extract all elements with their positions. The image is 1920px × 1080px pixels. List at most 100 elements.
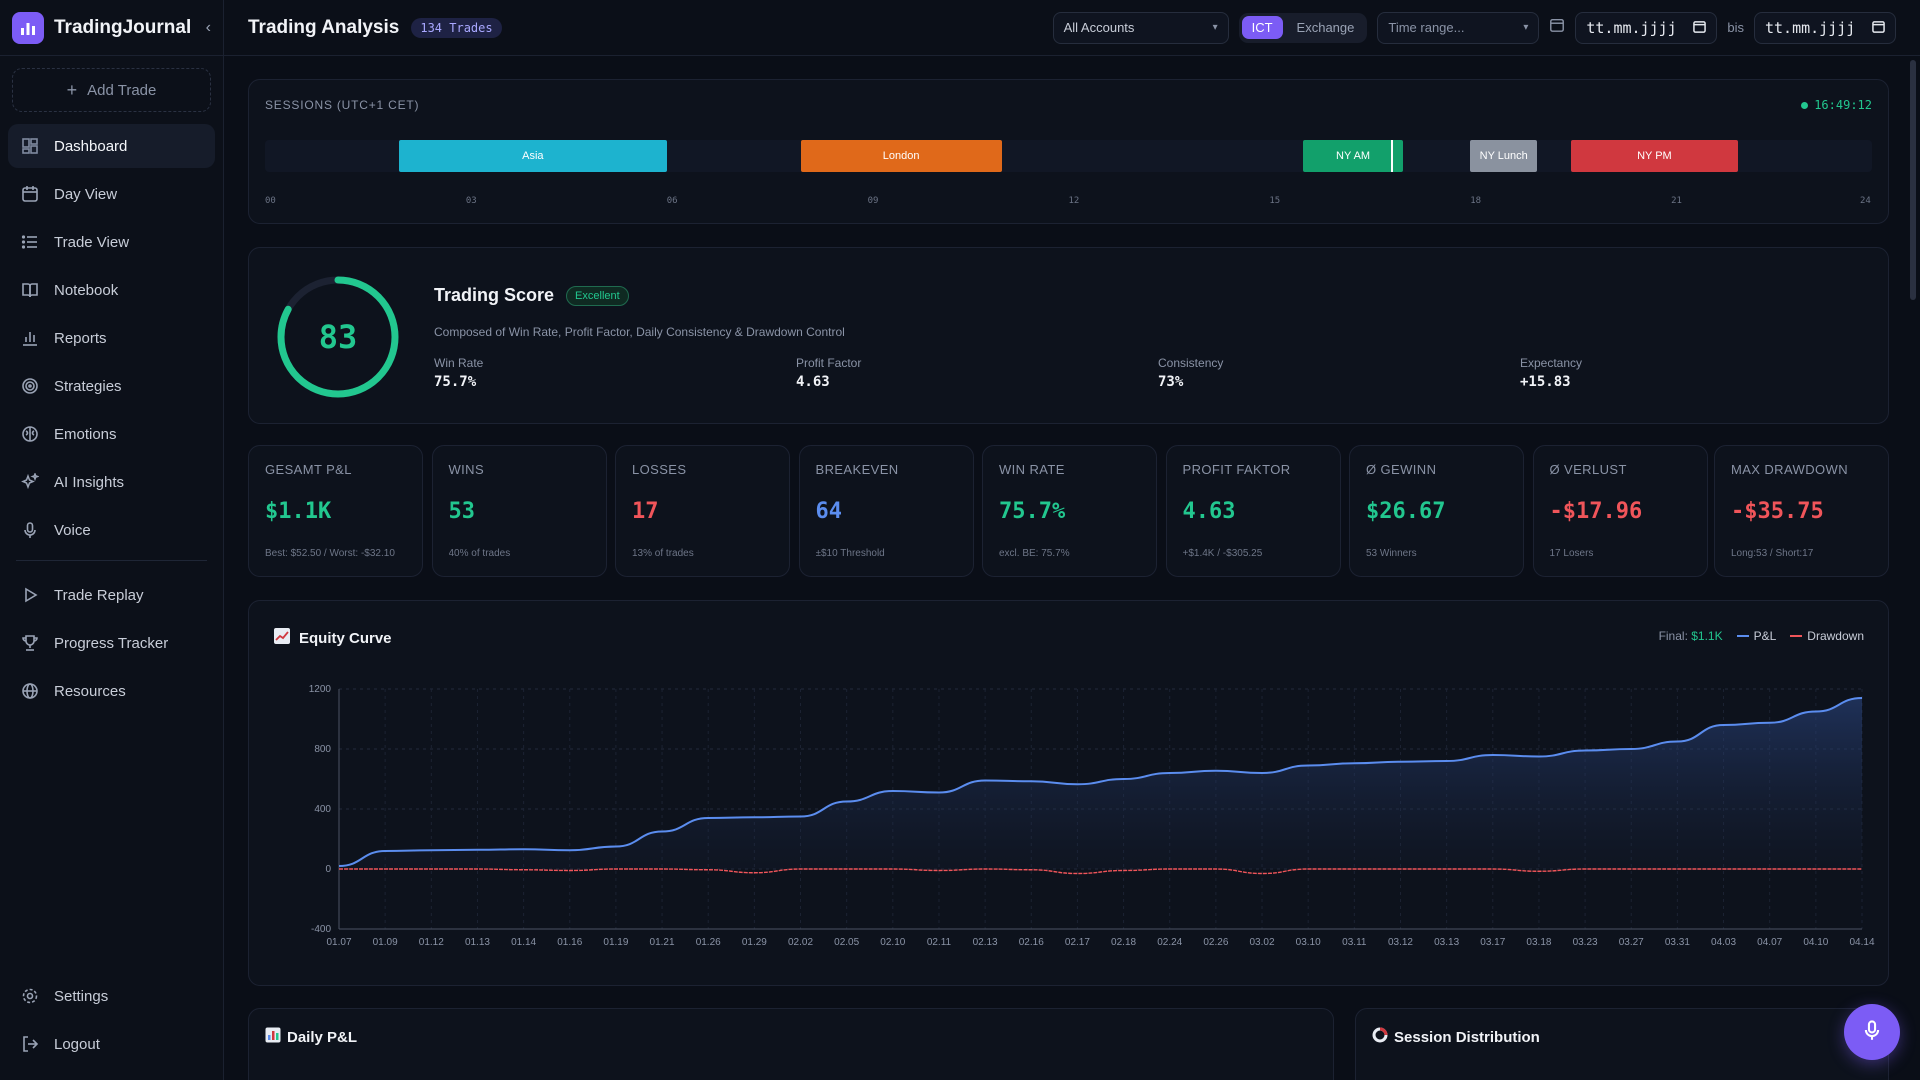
kpi-value: 53 [448,499,476,524]
add-trade-button[interactable]: + Add Trade [12,68,211,112]
sidebar-item-trade-replay[interactable]: Trade Replay [8,573,215,617]
kpi-label: BREAKEVEN [815,462,899,477]
voice-assistant-button[interactable] [1844,1004,1900,1060]
equity-heading: Equity Curve [273,627,392,649]
brand-name: TradingJournal [54,16,192,38]
sparkles-icon [20,472,40,492]
sidebar-item-label: Dashboard [54,137,128,155]
sidebar-item-notebook[interactable]: Notebook [8,268,215,312]
legend-swatch [1736,635,1749,637]
metric-value: +15.83 [1520,374,1571,390]
sidebar-item-reports[interactable]: Reports [8,316,215,360]
score-metric-profit-factor: Profit Factor 4.63 [796,356,861,390]
mic-icon [1861,1019,1883,1046]
sidebar-item-trade-view[interactable]: Trade View [8,220,215,264]
y-tick-label: 0 [325,864,331,875]
x-tick-label: 01.16 [557,937,582,948]
x-tick-label: 03.02 [1250,937,1275,948]
sidebar-item-dashboard[interactable]: Dashboard [8,124,215,168]
hour-tick-label: 06 [666,196,678,206]
sidebar-item-emotions[interactable]: Emotions [8,412,215,456]
kpi-value: $1.1K [265,499,332,524]
hour-tick-label: 21 [1671,196,1682,206]
legend-pl[interactable]: P&L [1736,629,1776,643]
date-to-input[interactable]: tt.mm.jjjj [1754,11,1896,44]
kpi-card-total-pl: GESAMT P&L $1.1K Best: $52.50 / Worst: -… [248,445,423,577]
kpi-label: WINS [448,462,485,477]
trophy-icon [20,633,40,653]
dashboard-icon [20,136,40,156]
calendar-icon [20,184,40,204]
date-from-input[interactable]: tt.mm.jjjj [1575,11,1718,44]
x-tick-label: 01.09 [373,937,398,948]
hour-tick-label: 00 [265,196,276,206]
sidebar-item-label: Trade View [54,233,130,251]
kpi-value: 64 [815,499,843,524]
score-ring: 83 [277,276,399,398]
x-tick-label: 04.07 [1757,937,1782,948]
sidebar-item-logout[interactable]: Logout [8,1022,215,1066]
sidebar-item-settings[interactable]: Settings [8,974,215,1018]
chevron-left-icon[interactable]: ‹ [205,18,211,36]
x-tick-label: 01.12 [419,937,444,948]
brain-icon [20,424,40,444]
metric-label: Profit Factor [796,356,862,370]
sidebar-item-progress-tracker[interactable]: Progress Tracker [8,621,215,665]
sidebar-item-resources[interactable]: Resources [8,669,215,713]
sidebar-item-voice[interactable]: Voice [8,508,215,552]
session-block-ny-lunch[interactable]: NY Lunch [1470,140,1538,172]
session-block-ny-pm[interactable]: NY PM [1570,140,1739,172]
calendar-icon [1549,17,1565,38]
x-tick-label: 02.05 [834,937,859,948]
sidebar-item-label: Voice [54,521,91,539]
trading-score-card: 83 Trading Score Excellent Composed of W… [248,247,1889,424]
trades-count-badge: 134 Trades [411,17,502,38]
x-tick-label: 03.17 [1480,937,1505,948]
sidebar-item-label: Reports [54,329,107,347]
session-block-london[interactable]: London [800,140,1002,172]
header-controls: All Accounts ▾ ICT Exchange Time range..… [1052,11,1896,44]
sidebar-bottom: Settings Logout [8,974,215,1070]
final-value: Final: $1.1K [1659,629,1723,643]
kpi-label: PROFIT FAKTOR [1182,462,1291,477]
distribution-heading: Session Distribution [1372,1027,1540,1047]
mode-ict-button[interactable]: ICT [1241,16,1283,39]
sidebar-item-strategies[interactable]: Strategies [8,364,215,408]
final-amount: $1.1K [1691,629,1723,643]
metric-label: Expectancy [1520,356,1583,370]
session-block-ny-am[interactable]: NY AM [1302,140,1404,172]
legend-drawdown[interactable]: Drawdown [1790,629,1864,643]
kpi-value: 4.63 [1182,499,1236,524]
calendar-picker-icon[interactable] [1693,19,1707,37]
time-range-placeholder: Time range... [1388,20,1465,35]
legend-label: Drawdown [1807,629,1864,643]
x-tick-label: 04.10 [1803,937,1828,948]
mode-exchange-button[interactable]: Exchange [1296,20,1355,35]
sidebar-item-label: Day View [54,185,118,203]
kpi-card-profit-factor: PROFIT FAKTOR 4.63 +$1.4K / -$305.25 [1165,445,1341,577]
target-icon [20,376,40,396]
score-metric-consistency: Consistency 73% [1158,356,1223,390]
session-block-asia[interactable]: Asia [398,140,667,172]
x-tick-label: 02.10 [880,937,905,948]
sidebar-item-label: Notebook [54,281,119,299]
equity-title: Equity Curve [299,629,392,647]
x-tick-label: 01.13 [465,937,490,948]
x-tick-label: 01.19 [603,937,628,948]
calendar-picker-icon[interactable] [1872,19,1885,37]
sidebar-item-day-view[interactable]: Day View [8,172,215,216]
accounts-select-value: All Accounts [1063,20,1135,35]
sidebar-item-ai-insights[interactable]: AI Insights [8,460,215,504]
equity-chart[interactable]: 1200 800 400 0 -400 01.07 01.09 01.12 01.13 01.14… [249,661,1890,981]
bar-chart-logo-icon [12,11,44,44]
x-tick-label: 03.23 [1573,937,1598,948]
kpi-value: -$17.96 [1549,499,1643,524]
time-range-select[interactable]: Time range... ▾ [1377,11,1540,44]
y-tick-label: -400 [311,924,331,935]
globe-icon [20,681,40,701]
page-scrollbar[interactable] [1910,60,1916,300]
accounts-select[interactable]: All Accounts ▾ [1052,11,1229,44]
x-tick-label: 04.14 [1849,937,1874,948]
brand: TradingJournal ‹ [0,0,223,56]
metric-value: 73% [1158,374,1184,390]
